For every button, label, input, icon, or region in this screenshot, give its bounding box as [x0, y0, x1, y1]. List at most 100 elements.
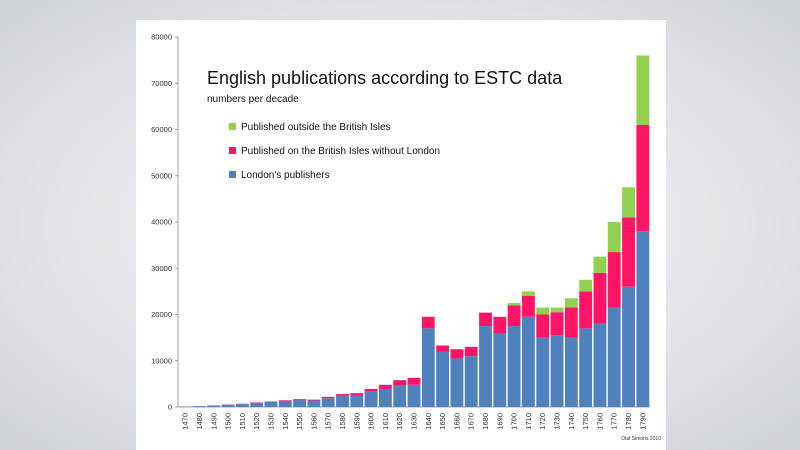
- bar-segment-1550-series-0: [293, 400, 307, 407]
- x-tick-label: 1640: [424, 413, 433, 430]
- x-tick-label: 1520: [252, 413, 261, 430]
- bar-segment-1780-series-0: [622, 286, 635, 407]
- bar-segment-1680-series-0: [479, 326, 492, 407]
- bar-segment-1730-series-1: [550, 312, 564, 336]
- bar-segment-1760-series-2: [593, 256, 607, 273]
- bar-segment-1560-series-1: [307, 399, 321, 401]
- bar-segment-1770-series-2: [607, 222, 621, 253]
- x-tick-label: 1550: [295, 413, 304, 430]
- bar-segment-1700-series-0: [507, 326, 521, 407]
- bar-segment-1620-series-0: [393, 385, 407, 407]
- x-tick-label: 1700: [510, 413, 519, 430]
- bar-segment-1590-series-0: [350, 394, 364, 407]
- bar-segment-1780-series-2: [622, 187, 635, 218]
- bar-segment-1770-series-0: [607, 307, 621, 407]
- bar-segment-1520-series-0: [250, 402, 264, 407]
- bar-segment-1650-series-1: [436, 345, 450, 352]
- chart-subtitle: numbers per decade: [207, 94, 299, 105]
- legend-label: Published outside the British Isles: [241, 122, 391, 133]
- legend-swatch: [229, 123, 236, 130]
- x-tick-label: 1620: [395, 413, 404, 430]
- bar-segment-1730-series-0: [550, 335, 564, 407]
- bar-segment-1790-series-2: [636, 55, 650, 125]
- x-tick-label: 1560: [309, 413, 318, 430]
- bar-segment-1760-series-1: [593, 272, 607, 324]
- y-tick-label: 60000: [151, 125, 172, 134]
- chart-legend: Published outside the British Isles Publi…: [229, 122, 440, 181]
- bar-segment-1580-series-0: [336, 395, 349, 407]
- bar-segment-1770-series-1: [607, 252, 621, 308]
- bar-segment-1620-series-1: [393, 380, 407, 386]
- bar-segment-1740-series-1: [564, 307, 578, 338]
- bar-segment-1760-series-0: [593, 323, 607, 407]
- chart-credit: Olaf Simons 2010: [621, 436, 661, 442]
- bar-segment-1710-series-2: [521, 291, 535, 296]
- y-tick-label: 70000: [151, 79, 172, 88]
- x-tick-label: 1480: [195, 413, 204, 430]
- bar-segment-1600-series-0: [364, 391, 378, 407]
- x-tick-label: 1720: [538, 413, 547, 430]
- chart-bars: [178, 55, 650, 407]
- x-tick-label: 1610: [381, 413, 390, 430]
- x-tick-label: 1710: [524, 413, 533, 430]
- x-tick-label: 1660: [452, 413, 461, 430]
- bar-segment-1730-series-2: [550, 307, 564, 313]
- bar-segment-1640-series-1: [421, 316, 435, 329]
- bar-segment-1480-series-0: [193, 406, 206, 407]
- bar-segment-1650-series-0: [436, 351, 450, 407]
- legend-swatch: [229, 147, 236, 154]
- bar-segment-1750-series-2: [579, 279, 593, 292]
- bar-segment-1790-series-0: [636, 231, 650, 407]
- bar-segment-1570-series-0: [321, 398, 335, 407]
- x-tick-label: 1540: [281, 413, 290, 430]
- x-tick-label: 1570: [324, 413, 333, 430]
- bar-segment-1670-series-1: [464, 346, 478, 357]
- y-tick-label: 0: [168, 403, 172, 412]
- bar-segment-1720-series-0: [536, 337, 550, 407]
- legend-label: London's publishers: [241, 170, 330, 181]
- bar-segment-1710-series-0: [521, 316, 535, 407]
- bar-segment-1540-series-1: [278, 400, 292, 401]
- bar-segment-1580-series-1: [336, 394, 349, 396]
- x-tick-label: 1730: [553, 413, 562, 430]
- bar-segment-1690-series-0: [493, 333, 507, 407]
- x-tick-label: 1500: [224, 413, 233, 430]
- bar-segment-1570-series-1: [321, 396, 335, 399]
- bar-segment-1740-series-2: [564, 298, 578, 308]
- x-tick-label: 1680: [481, 413, 490, 430]
- bar-segment-1700-series-2: [507, 302, 521, 306]
- bar-segment-1560-series-0: [307, 400, 321, 407]
- chart-title: English publications according to ESTC d…: [207, 68, 563, 88]
- bar-segment-1640-series-0: [421, 328, 435, 407]
- x-tick-label: 1530: [266, 413, 275, 430]
- x-tick-label: 1580: [338, 413, 347, 430]
- bar-segment-1690-series-1: [493, 316, 507, 333]
- x-tick-label: 1470: [181, 413, 190, 430]
- chart-axes: 0 10000 20000 30000 40000 50000 60000 70000 8000…: [151, 33, 650, 430]
- bar-segment-1660-series-0: [450, 358, 464, 407]
- x-tick-label: 1670: [467, 413, 476, 430]
- bar-segment-1540-series-0: [278, 400, 292, 407]
- bar-segment-1700-series-1: [507, 305, 521, 327]
- bar-segment-1750-series-0: [579, 328, 593, 407]
- bar-segment-1550-series-1: [293, 399, 307, 401]
- bar-segment-1500-series-0: [221, 404, 235, 407]
- bar-segment-1530-series-0: [264, 401, 278, 407]
- x-tick-label: 1510: [238, 413, 247, 430]
- bar-segment-1630-series-0: [407, 384, 421, 407]
- bar-segment-1630-series-1: [407, 377, 421, 385]
- bar-segment-1600-series-1: [364, 388, 378, 392]
- bar-segment-1720-series-2: [536, 307, 550, 315]
- x-tick-label: 1780: [624, 413, 633, 430]
- y-tick-label: 40000: [151, 218, 172, 227]
- bar-segment-1720-series-1: [536, 314, 550, 338]
- y-tick-label: 50000: [151, 171, 172, 180]
- bar-segment-1510-series-0: [235, 404, 249, 407]
- bar-segment-1740-series-0: [564, 337, 578, 407]
- x-tick-label: 1690: [495, 413, 504, 430]
- bar-segment-1610-series-0: [378, 388, 392, 407]
- x-tick-label: 1650: [438, 413, 447, 430]
- x-tick-label: 1590: [352, 413, 361, 430]
- y-tick-label: 30000: [151, 264, 172, 273]
